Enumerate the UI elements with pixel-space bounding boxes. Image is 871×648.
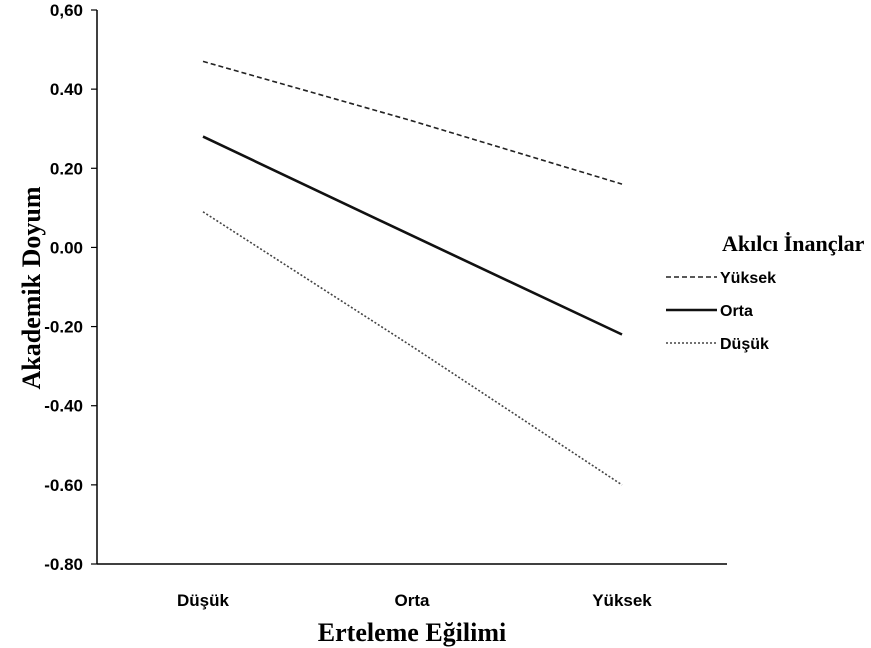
- y-tick-label: 0.40: [50, 80, 83, 99]
- x-tick-label: Düşük: [177, 591, 230, 610]
- series-lines: [202, 60, 623, 486]
- y-tick-label: 0,60: [50, 1, 83, 20]
- legend-label: Yüksek: [720, 270, 776, 287]
- series-line-solid: [202, 135, 623, 336]
- y-tick-label: 0.20: [50, 159, 83, 178]
- plot-area: 0,60 0.40 0.20 0.00 -0.20 -0.40 -0.60 -0.80 Düş…: [44, 1, 727, 610]
- y-tick-label: -0.80: [44, 555, 83, 574]
- y-ticks: 0,60 0.40 0.20 0.00 -0.20 -0.40 -0.60 -0.80: [44, 1, 97, 574]
- x-axis-title: Erteleme Eğilimi: [318, 618, 506, 647]
- x-tick-label: Orta: [395, 591, 431, 610]
- x-ticks: Düşük Orta Yüksek: [177, 591, 652, 610]
- x-tick-label: Yüksek: [592, 591, 652, 610]
- y-axis-title: Akademik Doyum: [17, 186, 46, 389]
- series-line-dotted: [202, 211, 623, 486]
- y-tick-label: -0.40: [44, 397, 83, 416]
- legend: Akılcı İnançlar Yüksek Orta Düşük: [666, 231, 865, 353]
- legend-title: Akılcı İnançlar: [722, 231, 865, 256]
- legend-label: Düşük: [720, 336, 769, 353]
- y-tick-label: 0.00: [50, 238, 83, 257]
- series-line-dashed: [202, 60, 623, 185]
- legend-label: Orta: [720, 303, 753, 320]
- y-tick-label: -0.60: [44, 476, 83, 495]
- legend-items: Yüksek Orta Düşük: [666, 270, 776, 353]
- y-tick-label: -0.20: [44, 318, 83, 337]
